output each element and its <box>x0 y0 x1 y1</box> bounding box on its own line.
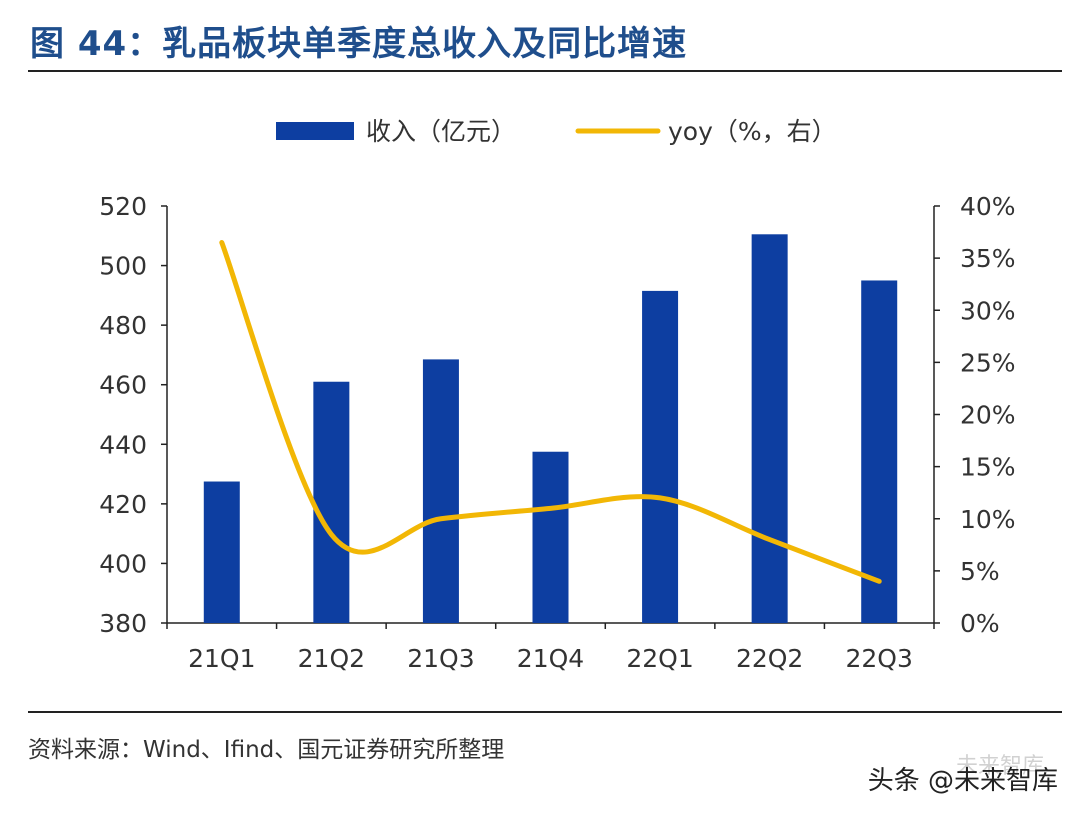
x-tick-label: 22Q2 <box>736 644 803 673</box>
x-tick-label: 21Q2 <box>298 644 365 673</box>
right-tick-label: 10% <box>960 505 1016 534</box>
left-tick-label: 460 <box>99 371 147 400</box>
bar-21Q4 <box>532 451 569 623</box>
bar-21Q1 <box>203 481 240 623</box>
x-tick-label: 21Q4 <box>517 644 584 673</box>
right-tick-label: 35% <box>960 244 1016 273</box>
right-tick-label: 5% <box>960 557 1000 586</box>
chart: 收入（亿元） yoy（%，右） 380 400 420 440 460 480 500 520 0… <box>99 117 1015 673</box>
right-tick-label: 25% <box>960 348 1016 377</box>
right-tick-label: 20% <box>960 401 1016 430</box>
left-tick-label: 420 <box>99 490 147 519</box>
left-tick-label: 440 <box>99 430 147 459</box>
x-tick-label: 21Q1 <box>188 644 255 673</box>
bar-21Q3 <box>422 359 459 623</box>
left-tick-label: 480 <box>99 311 147 340</box>
legend-bar-swatch <box>276 122 354 140</box>
right-tick-label: 40% <box>960 192 1016 221</box>
x-tick-label: 22Q3 <box>846 644 913 673</box>
bar-22Q3 <box>861 280 898 623</box>
right-tick-label: 30% <box>960 296 1016 325</box>
bottom-divider <box>28 711 1062 713</box>
legend-bar-label: 收入（亿元） <box>366 117 516 146</box>
watermark: 头条 @未来智库 <box>867 766 1058 796</box>
left-tick-label: 500 <box>99 252 147 281</box>
top-divider <box>28 70 1062 72</box>
chart-axes: 380 400 420 440 460 480 500 520 0% 5% 10% 15% 20% 25%… <box>99 192 1015 673</box>
yoy-line <box>219 239 882 584</box>
figure-title: 图 44：乳品板块单季度总收入及同比增速 <box>30 24 688 64</box>
bar-21Q2 <box>313 381 350 623</box>
watermark-faint: 未来智库 <box>955 754 1044 779</box>
right-tick-label: 0% <box>960 609 1000 638</box>
bar-series <box>203 234 898 623</box>
legend-line-label: yoy（%，右） <box>668 117 837 146</box>
x-tick-label: 21Q3 <box>407 644 474 673</box>
right-tick-label: 15% <box>960 453 1016 482</box>
x-tick-label: 22Q1 <box>626 644 693 673</box>
line-series <box>219 239 882 584</box>
bar-22Q2 <box>751 234 788 623</box>
left-tick-label: 380 <box>99 609 147 638</box>
left-tick-label: 400 <box>99 549 147 578</box>
chart-legend: 收入（亿元） yoy（%，右） <box>276 117 837 146</box>
bar-22Q1 <box>642 290 679 623</box>
left-tick-label: 520 <box>99 192 147 221</box>
source-note: 资料来源：Wind、Ifind、国元证券研究所整理 <box>28 737 505 763</box>
